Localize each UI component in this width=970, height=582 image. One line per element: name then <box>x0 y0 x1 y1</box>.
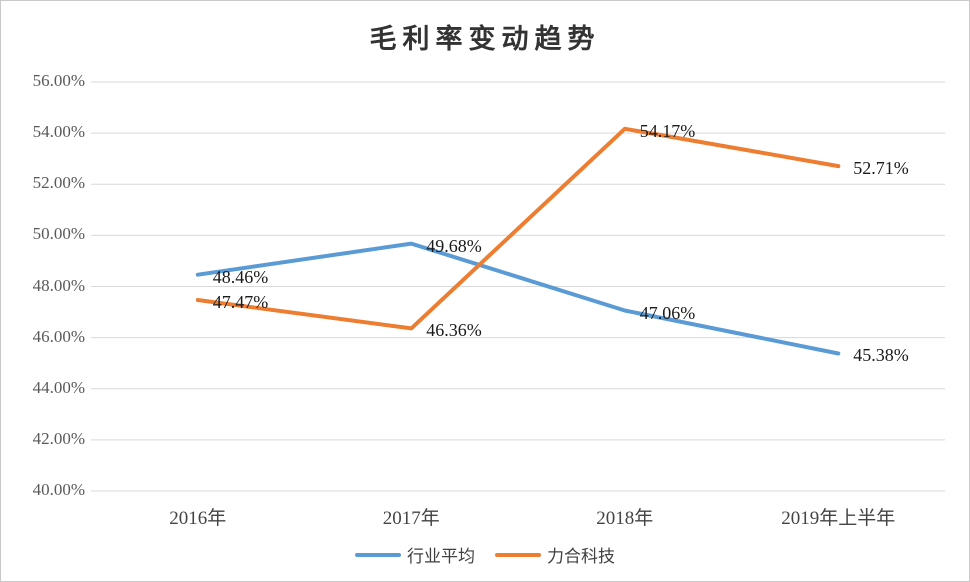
x-axis-label: 2017年 <box>382 508 440 529</box>
y-axis-tick-label: 40.00% <box>32 480 85 499</box>
legend: 行业平均 力合科技 <box>1 542 969 567</box>
x-axis-label: 2016年 <box>169 508 227 529</box>
data-label-industry-average: 48.46% <box>212 266 269 287</box>
series-line-lihe-technology[interactable] <box>195 126 841 331</box>
data-label-industry-average: 47.06% <box>639 302 696 323</box>
data-label-lihe-technology: 47.47% <box>212 292 269 313</box>
y-axis-tick-label: 50.00% <box>32 224 85 244</box>
legend-label: 行业平均 <box>407 547 475 566</box>
data-label-lihe-technology: 54.17% <box>639 120 696 141</box>
x-axis-label: 2018年 <box>596 508 654 529</box>
y-axis-tick-label: 48.00% <box>32 275 85 295</box>
data-label-industry-average: 45.38% <box>853 345 909 366</box>
legend-item-lihe-technology[interactable]: 力合科技 <box>495 542 615 567</box>
legend-label: 力合科技 <box>547 547 615 566</box>
y-axis-tick-label: 52.00% <box>32 173 85 193</box>
y-axis-tick-label: 44.00% <box>32 377 85 397</box>
legend-item-industry-average[interactable]: 行业平均 <box>355 542 475 567</box>
series-line-industry-average[interactable] <box>195 241 841 356</box>
y-axis-tick-label: 42.00% <box>32 428 85 448</box>
data-label-industry-average: 49.68% <box>426 235 482 256</box>
data-label-lihe-technology: 46.36% <box>426 320 482 341</box>
y-axis-tick-label: 54.00% <box>32 122 85 142</box>
x-axis-label: 2019年上半年 <box>781 508 896 529</box>
y-axis-tick-label: 56.00% <box>32 71 85 90</box>
legend-line-icon <box>355 552 401 557</box>
data-label-lihe-technology: 52.71% <box>853 158 909 179</box>
legend-line-icon <box>495 552 541 557</box>
chart-title: 毛利率变动趋势 <box>369 24 601 54</box>
y-axis-tick-label: 46.00% <box>32 326 85 346</box>
